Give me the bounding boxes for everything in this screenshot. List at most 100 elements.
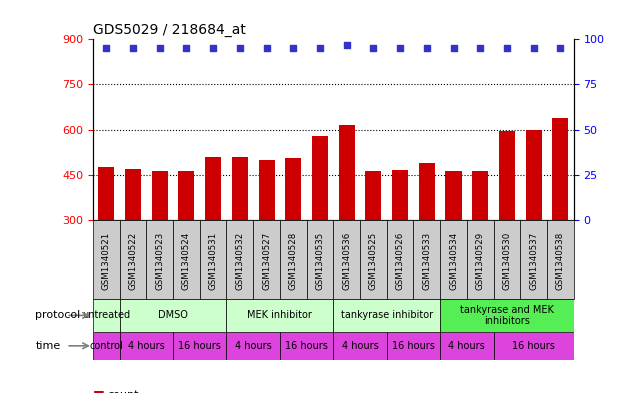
Point — [181, 45, 192, 51]
Text: GSM1340532: GSM1340532 — [235, 232, 244, 290]
Bar — [98, 167, 114, 220]
Point — [262, 45, 272, 51]
Text: MEK inhibitor: MEK inhibitor — [247, 310, 312, 320]
Bar — [338, 125, 354, 220]
FancyBboxPatch shape — [520, 220, 547, 299]
FancyBboxPatch shape — [494, 220, 520, 299]
Text: time: time — [35, 341, 60, 351]
Bar — [419, 163, 435, 220]
FancyBboxPatch shape — [467, 220, 494, 299]
FancyBboxPatch shape — [387, 220, 413, 299]
Text: GSM1340537: GSM1340537 — [529, 232, 538, 290]
Point — [342, 42, 352, 48]
Text: GSM1340524: GSM1340524 — [182, 232, 191, 290]
FancyBboxPatch shape — [226, 332, 280, 360]
Text: GSM1340536: GSM1340536 — [342, 232, 351, 290]
Point — [154, 45, 165, 51]
Bar — [205, 157, 221, 220]
FancyBboxPatch shape — [333, 220, 360, 299]
Text: control: control — [90, 341, 123, 351]
Text: GSM1340526: GSM1340526 — [395, 232, 404, 290]
FancyBboxPatch shape — [280, 332, 333, 360]
Text: GSM1340525: GSM1340525 — [369, 232, 378, 290]
Text: tankyrase and MEK
inhibitors: tankyrase and MEK inhibitors — [460, 305, 554, 326]
Text: 4 hours: 4 hours — [342, 341, 378, 351]
Text: DMSO: DMSO — [158, 310, 188, 320]
Bar — [312, 136, 328, 220]
Text: GSM1340521: GSM1340521 — [102, 232, 111, 290]
FancyBboxPatch shape — [226, 220, 253, 299]
Text: 4 hours: 4 hours — [449, 341, 485, 351]
Text: GSM1340535: GSM1340535 — [315, 232, 324, 290]
Point — [369, 45, 379, 51]
Text: count: count — [107, 390, 138, 393]
Bar — [445, 171, 462, 220]
Point — [315, 45, 325, 51]
Text: 16 hours: 16 hours — [392, 341, 435, 351]
Text: GSM1340530: GSM1340530 — [503, 232, 512, 290]
Text: GSM1340527: GSM1340527 — [262, 232, 271, 290]
Text: untreated: untreated — [82, 310, 130, 320]
FancyBboxPatch shape — [333, 299, 440, 332]
Text: 4 hours: 4 hours — [128, 341, 165, 351]
Point — [449, 45, 459, 51]
Text: GDS5029 / 218684_at: GDS5029 / 218684_at — [93, 23, 246, 37]
FancyBboxPatch shape — [146, 220, 173, 299]
Bar — [258, 160, 274, 220]
Text: ■: ■ — [93, 388, 104, 393]
Bar — [365, 171, 381, 220]
FancyBboxPatch shape — [173, 220, 200, 299]
Point — [555, 45, 565, 51]
Bar — [472, 171, 488, 220]
Point — [235, 45, 245, 51]
FancyBboxPatch shape — [360, 220, 387, 299]
Bar — [125, 169, 141, 220]
Bar — [499, 131, 515, 220]
Bar — [285, 158, 301, 220]
Text: 16 hours: 16 hours — [285, 341, 328, 351]
FancyBboxPatch shape — [93, 220, 120, 299]
FancyBboxPatch shape — [253, 220, 280, 299]
Text: GSM1340528: GSM1340528 — [288, 232, 298, 290]
FancyBboxPatch shape — [547, 220, 574, 299]
FancyBboxPatch shape — [413, 220, 440, 299]
Point — [475, 45, 485, 51]
FancyBboxPatch shape — [120, 220, 146, 299]
FancyBboxPatch shape — [226, 299, 333, 332]
FancyBboxPatch shape — [120, 332, 173, 360]
Text: GSM1340522: GSM1340522 — [128, 232, 138, 290]
Text: GSM1340533: GSM1340533 — [422, 232, 431, 290]
Point — [529, 45, 539, 51]
Point — [502, 45, 512, 51]
FancyBboxPatch shape — [280, 220, 306, 299]
FancyBboxPatch shape — [440, 299, 574, 332]
FancyBboxPatch shape — [440, 332, 494, 360]
Point — [395, 45, 405, 51]
Bar — [526, 130, 542, 220]
FancyBboxPatch shape — [93, 299, 120, 332]
Point — [101, 45, 112, 51]
Text: GSM1340529: GSM1340529 — [476, 232, 485, 290]
Bar — [152, 171, 168, 220]
FancyBboxPatch shape — [120, 299, 226, 332]
Text: GSM1340523: GSM1340523 — [155, 232, 164, 290]
FancyBboxPatch shape — [387, 332, 440, 360]
Point — [208, 45, 218, 51]
Bar — [232, 158, 248, 220]
Text: GSM1340534: GSM1340534 — [449, 232, 458, 290]
FancyBboxPatch shape — [173, 332, 226, 360]
FancyBboxPatch shape — [333, 332, 387, 360]
FancyBboxPatch shape — [306, 220, 333, 299]
Bar — [392, 170, 408, 220]
FancyBboxPatch shape — [200, 220, 226, 299]
Point — [128, 45, 138, 51]
Text: GSM1340531: GSM1340531 — [208, 232, 218, 290]
Text: tankyrase inhibitor: tankyrase inhibitor — [340, 310, 433, 320]
FancyBboxPatch shape — [93, 332, 120, 360]
Text: 4 hours: 4 hours — [235, 341, 272, 351]
Bar — [553, 118, 569, 220]
FancyBboxPatch shape — [440, 220, 467, 299]
FancyBboxPatch shape — [494, 332, 574, 360]
Bar — [178, 171, 194, 220]
Text: GSM1340538: GSM1340538 — [556, 232, 565, 290]
